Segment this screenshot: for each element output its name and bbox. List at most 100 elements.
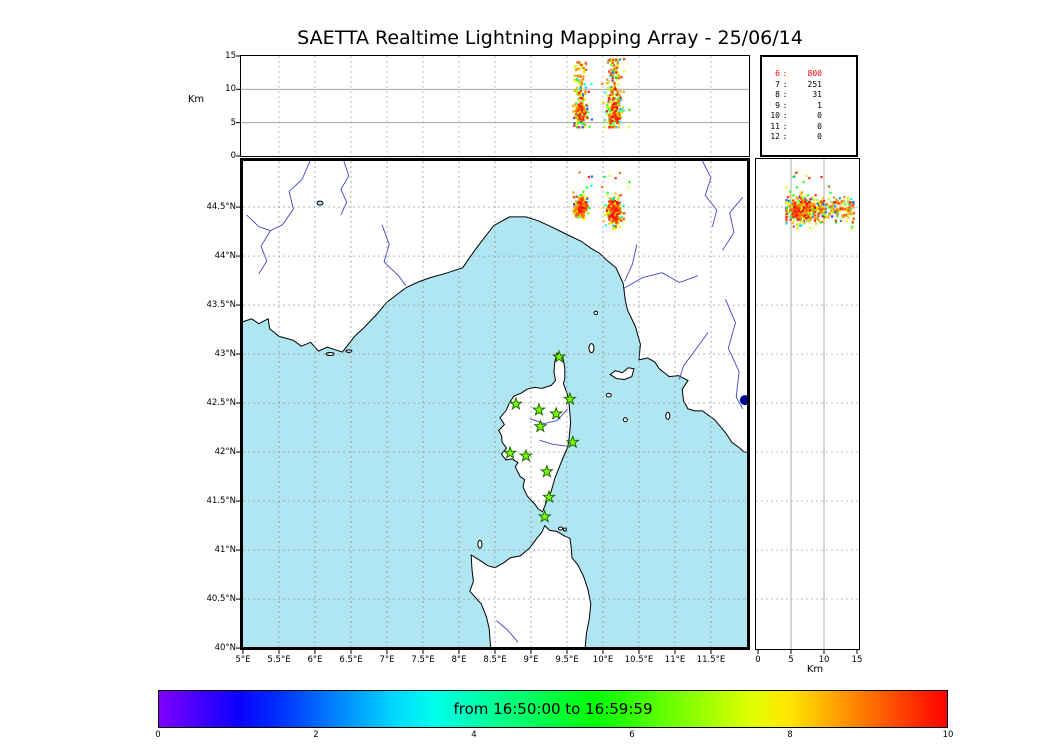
lightning-point	[790, 217, 793, 220]
lightning-point	[611, 60, 614, 63]
lightning-point	[793, 209, 796, 212]
altitude-latitude-panel	[755, 158, 860, 654]
lightning-point	[574, 65, 577, 68]
lightning-point	[590, 184, 593, 187]
lightning-point	[809, 200, 812, 203]
lightning-point	[612, 208, 615, 211]
lightning-point	[804, 214, 807, 217]
lightning-point	[808, 213, 811, 216]
alt-tick-label: 0	[230, 151, 236, 161]
lightning-point	[835, 201, 838, 204]
lake	[316, 200, 324, 206]
lightning-point	[824, 209, 827, 212]
montecristo-island	[622, 417, 628, 423]
lightning-point	[608, 200, 611, 203]
lat-tick-label: 44.5°N	[206, 202, 236, 213]
lon-tick-label: 7°E	[379, 655, 395, 665]
lightning-point	[822, 213, 825, 216]
stats-altitude: 10	[770, 111, 780, 120]
lightning-point	[572, 209, 575, 213]
lightning-point	[601, 82, 604, 86]
gorgona-island	[593, 310, 599, 316]
lightning-point	[797, 210, 800, 213]
lightning-point	[579, 213, 582, 216]
lightning-point	[799, 209, 802, 212]
lightning-point	[790, 205, 793, 209]
stats-count: 800	[807, 69, 822, 78]
lightning-point	[582, 88, 585, 91]
lightning-point	[576, 209, 580, 213]
lightning-point	[787, 204, 790, 207]
lightning-point	[820, 202, 823, 205]
lightning-point	[613, 212, 616, 215]
lightning-point	[578, 86, 582, 89]
lightning-point	[797, 204, 800, 207]
lightning-point	[576, 75, 579, 78]
lightning-point	[794, 211, 798, 214]
lightning-point	[613, 111, 616, 114]
lightning-point	[610, 91, 613, 94]
lightning-point	[575, 201, 578, 204]
lightning-point	[611, 89, 614, 92]
lightning-point	[627, 186, 630, 189]
lightning-point	[588, 207, 591, 210]
lightning-point	[785, 213, 788, 216]
lightning-point	[578, 91, 581, 94]
lightning-point	[612, 124, 615, 127]
station-marker-icon	[539, 464, 554, 478]
lightning-point	[573, 196, 576, 199]
lightning-point	[821, 220, 824, 224]
lightning-point	[837, 202, 840, 205]
lightning-point	[797, 207, 800, 210]
lightning-point	[608, 116, 611, 119]
lightning-point	[615, 76, 618, 79]
lightning-point	[836, 199, 840, 202]
lightning-point	[575, 86, 579, 89]
lon-tick-label: 8°E	[451, 655, 467, 665]
lightning-point	[618, 209, 621, 212]
lightning-point	[616, 90, 619, 93]
lightning-point	[611, 61, 614, 64]
lightning-point	[575, 215, 578, 218]
lightning-point	[611, 227, 614, 231]
panel-border	[755, 158, 860, 650]
lightning-point	[808, 219, 811, 222]
right-alt-tick-label: 5	[788, 655, 794, 665]
lightning-point	[615, 101, 618, 105]
lightning-point	[586, 197, 589, 200]
lightning-point	[851, 220, 854, 223]
lightning-point	[615, 69, 618, 72]
pianosa-island	[605, 392, 612, 398]
lightning-point	[809, 217, 812, 220]
lightning-point	[799, 201, 803, 204]
lightning-point	[787, 199, 791, 202]
lightning-point	[609, 74, 613, 77]
lightning-point	[605, 82, 609, 85]
lightning-point	[801, 213, 804, 217]
lightning-point	[577, 107, 580, 110]
lightning-point	[610, 126, 613, 129]
station-marker-icon	[502, 445, 518, 460]
lightning-point	[797, 197, 800, 200]
stats-altitude: 9	[775, 100, 780, 110]
lightning-point	[574, 110, 578, 113]
lightning-point	[618, 117, 621, 120]
lightning-point	[802, 197, 805, 200]
lightning-point	[611, 207, 614, 210]
lightning-point	[843, 195, 846, 198]
lightning-point	[605, 110, 609, 113]
lightning-point	[607, 205, 611, 208]
lightning-point	[618, 203, 621, 206]
lightning-point	[580, 213, 583, 216]
lightning-point	[795, 171, 799, 174]
lightning-point	[575, 92, 578, 95]
lightning-point	[618, 172, 621, 175]
lightning-point	[796, 227, 799, 230]
lightning-point	[581, 93, 584, 96]
lightning-point	[813, 219, 816, 222]
lightning-point	[609, 124, 612, 127]
lightning-point	[849, 212, 852, 215]
lightning-point	[798, 218, 801, 221]
stats-count: 0	[817, 121, 822, 131]
lightning-point	[611, 74, 614, 77]
